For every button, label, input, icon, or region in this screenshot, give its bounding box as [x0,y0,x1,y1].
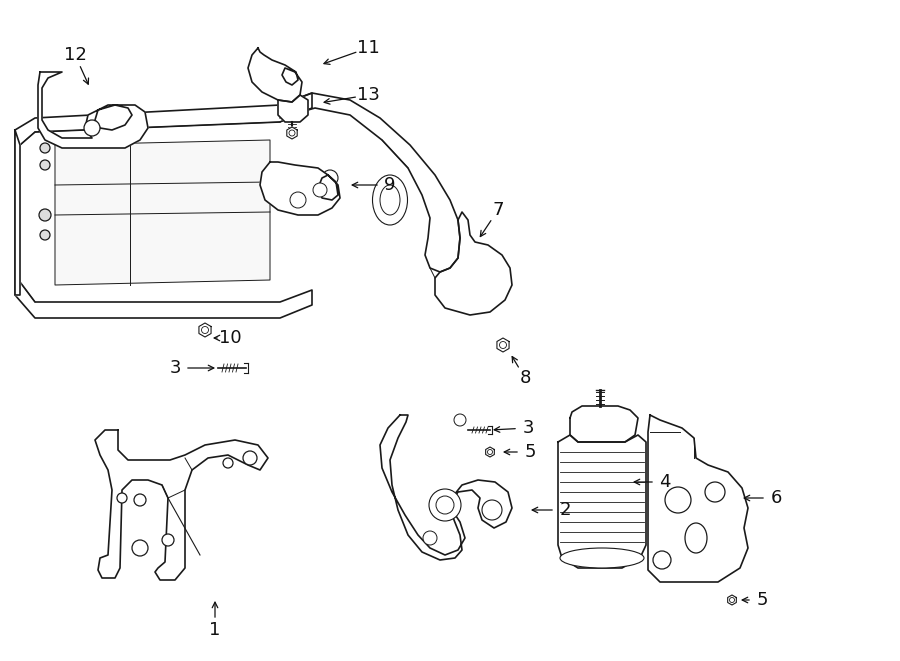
Circle shape [653,551,671,569]
Polygon shape [15,93,312,318]
Circle shape [289,130,295,136]
Text: 1: 1 [210,621,220,639]
Circle shape [202,327,209,334]
Polygon shape [278,95,308,122]
Polygon shape [38,72,148,148]
Polygon shape [260,162,340,215]
Circle shape [40,230,50,240]
Circle shape [313,183,327,197]
Text: 5: 5 [756,591,768,609]
Polygon shape [55,140,270,285]
Circle shape [482,500,502,520]
Circle shape [84,120,100,136]
Text: 13: 13 [356,86,380,104]
Polygon shape [570,406,638,442]
Polygon shape [280,93,460,272]
Text: 3: 3 [522,419,534,437]
Polygon shape [95,430,268,580]
Polygon shape [287,127,297,139]
Polygon shape [199,323,212,337]
Text: 9: 9 [384,176,396,194]
Circle shape [665,487,691,513]
Text: 2: 2 [559,501,571,519]
Circle shape [322,170,338,186]
Polygon shape [486,447,494,457]
Polygon shape [380,415,512,560]
Text: 11: 11 [356,39,380,57]
Polygon shape [558,435,646,568]
Circle shape [162,534,174,546]
Polygon shape [15,130,20,295]
Polygon shape [648,415,748,582]
Circle shape [117,493,127,503]
Ellipse shape [373,175,408,225]
Circle shape [730,598,734,602]
Polygon shape [497,338,509,352]
Text: 8: 8 [519,369,531,387]
Circle shape [223,458,233,468]
Circle shape [423,531,437,545]
Circle shape [500,342,507,348]
Polygon shape [248,48,302,102]
Ellipse shape [560,548,644,568]
Circle shape [40,160,50,170]
Text: 12: 12 [64,46,86,64]
Polygon shape [435,212,512,315]
Circle shape [429,489,461,521]
Circle shape [134,494,146,506]
Ellipse shape [380,185,400,215]
Circle shape [705,482,725,502]
Circle shape [243,451,257,465]
Circle shape [40,143,50,153]
Text: 10: 10 [219,329,241,347]
Text: 7: 7 [492,201,504,219]
Circle shape [290,192,306,208]
Circle shape [454,414,466,426]
Text: 5: 5 [524,443,536,461]
Ellipse shape [685,523,707,553]
Text: 4: 4 [659,473,670,491]
Circle shape [39,209,51,221]
Circle shape [436,496,454,514]
Text: 3: 3 [169,359,181,377]
Polygon shape [728,595,736,605]
Circle shape [132,540,148,556]
Text: 6: 6 [770,489,782,507]
Circle shape [488,449,492,455]
